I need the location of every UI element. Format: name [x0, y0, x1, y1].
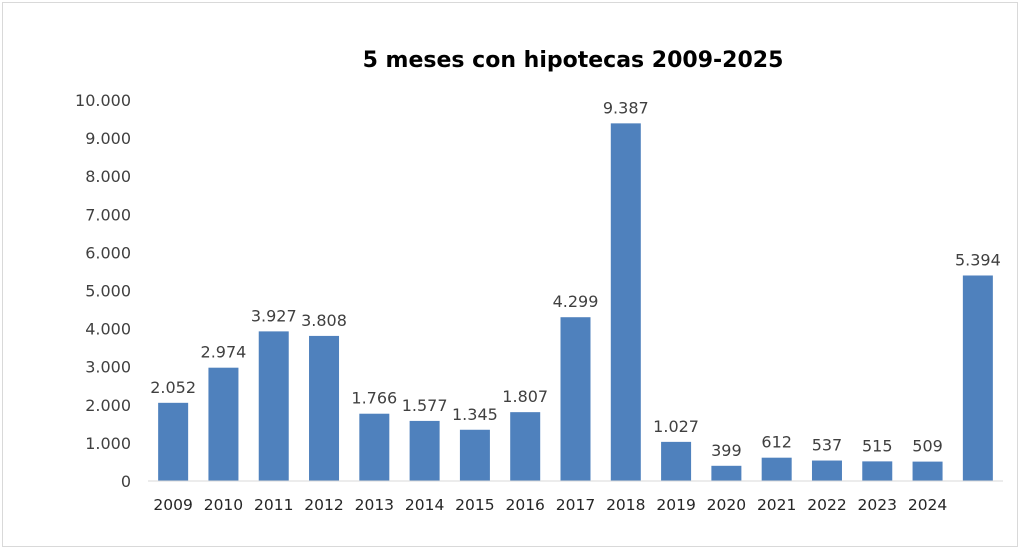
bar — [158, 402, 189, 481]
y-tick-label: 1.000 — [85, 434, 131, 453]
x-tick-label: 2014 — [405, 496, 444, 514]
data-label: 537 — [812, 436, 843, 455]
data-label: 3.927 — [251, 306, 297, 325]
bar — [661, 441, 692, 481]
y-axis: 0 1.000 2.000 3.000 4.000 5.000 6.000 7.000 8.00… — [75, 91, 131, 491]
bar — [962, 275, 993, 481]
bar — [610, 123, 641, 482]
x-tick-label: 2013 — [355, 496, 394, 514]
data-label: 1.027 — [653, 417, 699, 436]
x-tick-label: 2015 — [455, 496, 494, 514]
data-label: 4.299 — [553, 292, 599, 311]
x-axis: 2009 2010 2011 2012 2013 2014 2015 2016 2017 2018… — [148, 480, 1003, 514]
y-tick-label: 7.000 — [85, 205, 131, 224]
data-label: 612 — [761, 433, 792, 452]
x-tick-label: 2021 — [757, 496, 796, 514]
chart-frame: 5 meses con hipotecas 2009-2025 0 1.000 2.… — [2, 2, 1018, 547]
bar — [510, 412, 541, 481]
bar — [862, 461, 893, 481]
data-label: 5.394 — [955, 250, 1001, 269]
x-tick-label: 2023 — [858, 496, 897, 514]
bar — [258, 331, 289, 481]
y-tick-label: 2.000 — [85, 396, 131, 415]
data-label: 1.766 — [351, 389, 397, 408]
x-tick-label: 2019 — [656, 496, 695, 514]
data-label: 515 — [862, 436, 893, 455]
bar — [912, 461, 943, 481]
data-label: 1.807 — [502, 387, 548, 406]
bar — [309, 335, 340, 481]
bar — [761, 457, 792, 481]
data-label: 1.577 — [402, 396, 448, 415]
bar — [560, 317, 591, 481]
x-tick-label: 2022 — [807, 496, 846, 514]
x-tick-label: 2024 — [908, 496, 947, 514]
y-tick-label: 3.000 — [85, 358, 131, 377]
x-tick-label: 2020 — [707, 496, 746, 514]
y-tick-label: 9.000 — [85, 129, 131, 148]
chart-title: 5 meses con hipotecas 2009-2025 — [363, 48, 784, 73]
y-tick-label: 0 — [121, 472, 131, 491]
x-tick-label: 2017 — [556, 496, 595, 514]
y-tick-label: 4.000 — [85, 320, 131, 339]
bar — [811, 460, 842, 481]
bar — [459, 429, 490, 481]
data-label: 509 — [912, 437, 943, 456]
y-tick-label: 10.000 — [75, 91, 131, 110]
data-label: 2.974 — [201, 343, 247, 362]
bar — [711, 465, 742, 481]
x-tick-label: 2011 — [254, 496, 293, 514]
x-tick-label: 2009 — [153, 496, 192, 514]
data-label: 3.808 — [301, 311, 347, 330]
y-tick-label: 8.000 — [85, 167, 131, 186]
x-tick-label: 2010 — [204, 496, 243, 514]
data-label: 9.387 — [603, 98, 649, 117]
x-tick-label: 2018 — [606, 496, 645, 514]
bar — [359, 413, 390, 481]
x-tick-label: 2012 — [304, 496, 343, 514]
bar — [208, 367, 239, 481]
x-tick-label: 2016 — [505, 496, 544, 514]
y-tick-label: 5.000 — [85, 282, 131, 301]
y-tick-label: 6.000 — [85, 243, 131, 262]
data-label: 1.345 — [452, 405, 498, 424]
data-label: 2.052 — [150, 378, 196, 397]
bar-chart: 5 meses con hipotecas 2009-2025 0 1.000 2.… — [75, 48, 1003, 514]
bar — [409, 420, 440, 481]
data-label: 399 — [711, 441, 742, 460]
